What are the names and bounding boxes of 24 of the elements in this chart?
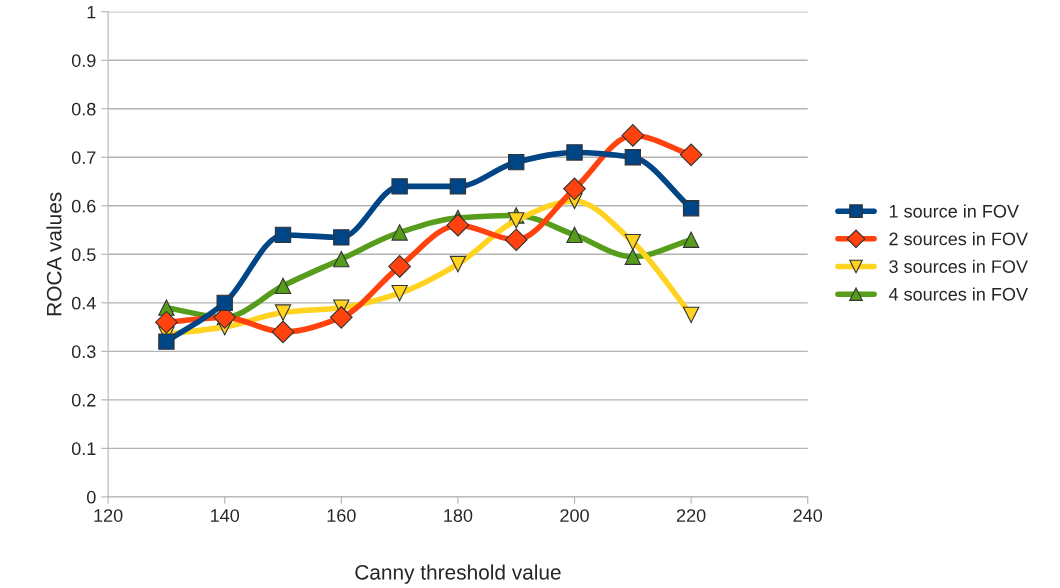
x-tick-label: 140 — [211, 509, 240, 522]
y-tick-label: 0.7 — [71, 151, 96, 165]
y-tick-label: 1 — [87, 5, 96, 19]
y-tick-label: 0.8 — [71, 102, 96, 116]
x-tick-label: 200 — [560, 509, 589, 522]
y-tick-label: 0.3 — [71, 345, 96, 359]
legend-label: 4 sources in FOV — [888, 287, 1028, 301]
legend-label: 3 sources in FOV — [889, 259, 1028, 273]
y-tick-label: 0.1 — [71, 442, 96, 456]
y-tick-label: 0.2 — [71, 393, 96, 407]
y-tick-label: 0 — [86, 490, 96, 504]
legend-label: 1 source in FOV — [889, 204, 1019, 218]
x-tick-label: 180 — [444, 509, 473, 522]
x-tick-label: 160 — [327, 509, 356, 522]
x-tick-label: 240 — [793, 509, 823, 522]
y-tick-label: 0.4 — [71, 296, 96, 310]
y-axis-title: ROCA values — [46, 192, 62, 316]
y-tick-label: 0.6 — [71, 199, 96, 213]
y-tick-label: 0.9 — [71, 54, 96, 67]
x-axis-title: Canny threshold value — [355, 564, 561, 584]
x-tick-label: 220 — [676, 509, 706, 522]
y-tick-label: 0.5 — [71, 248, 96, 262]
legend-label: 2 sources in FOV — [889, 232, 1028, 246]
x-tick-label: 120 — [94, 509, 123, 522]
